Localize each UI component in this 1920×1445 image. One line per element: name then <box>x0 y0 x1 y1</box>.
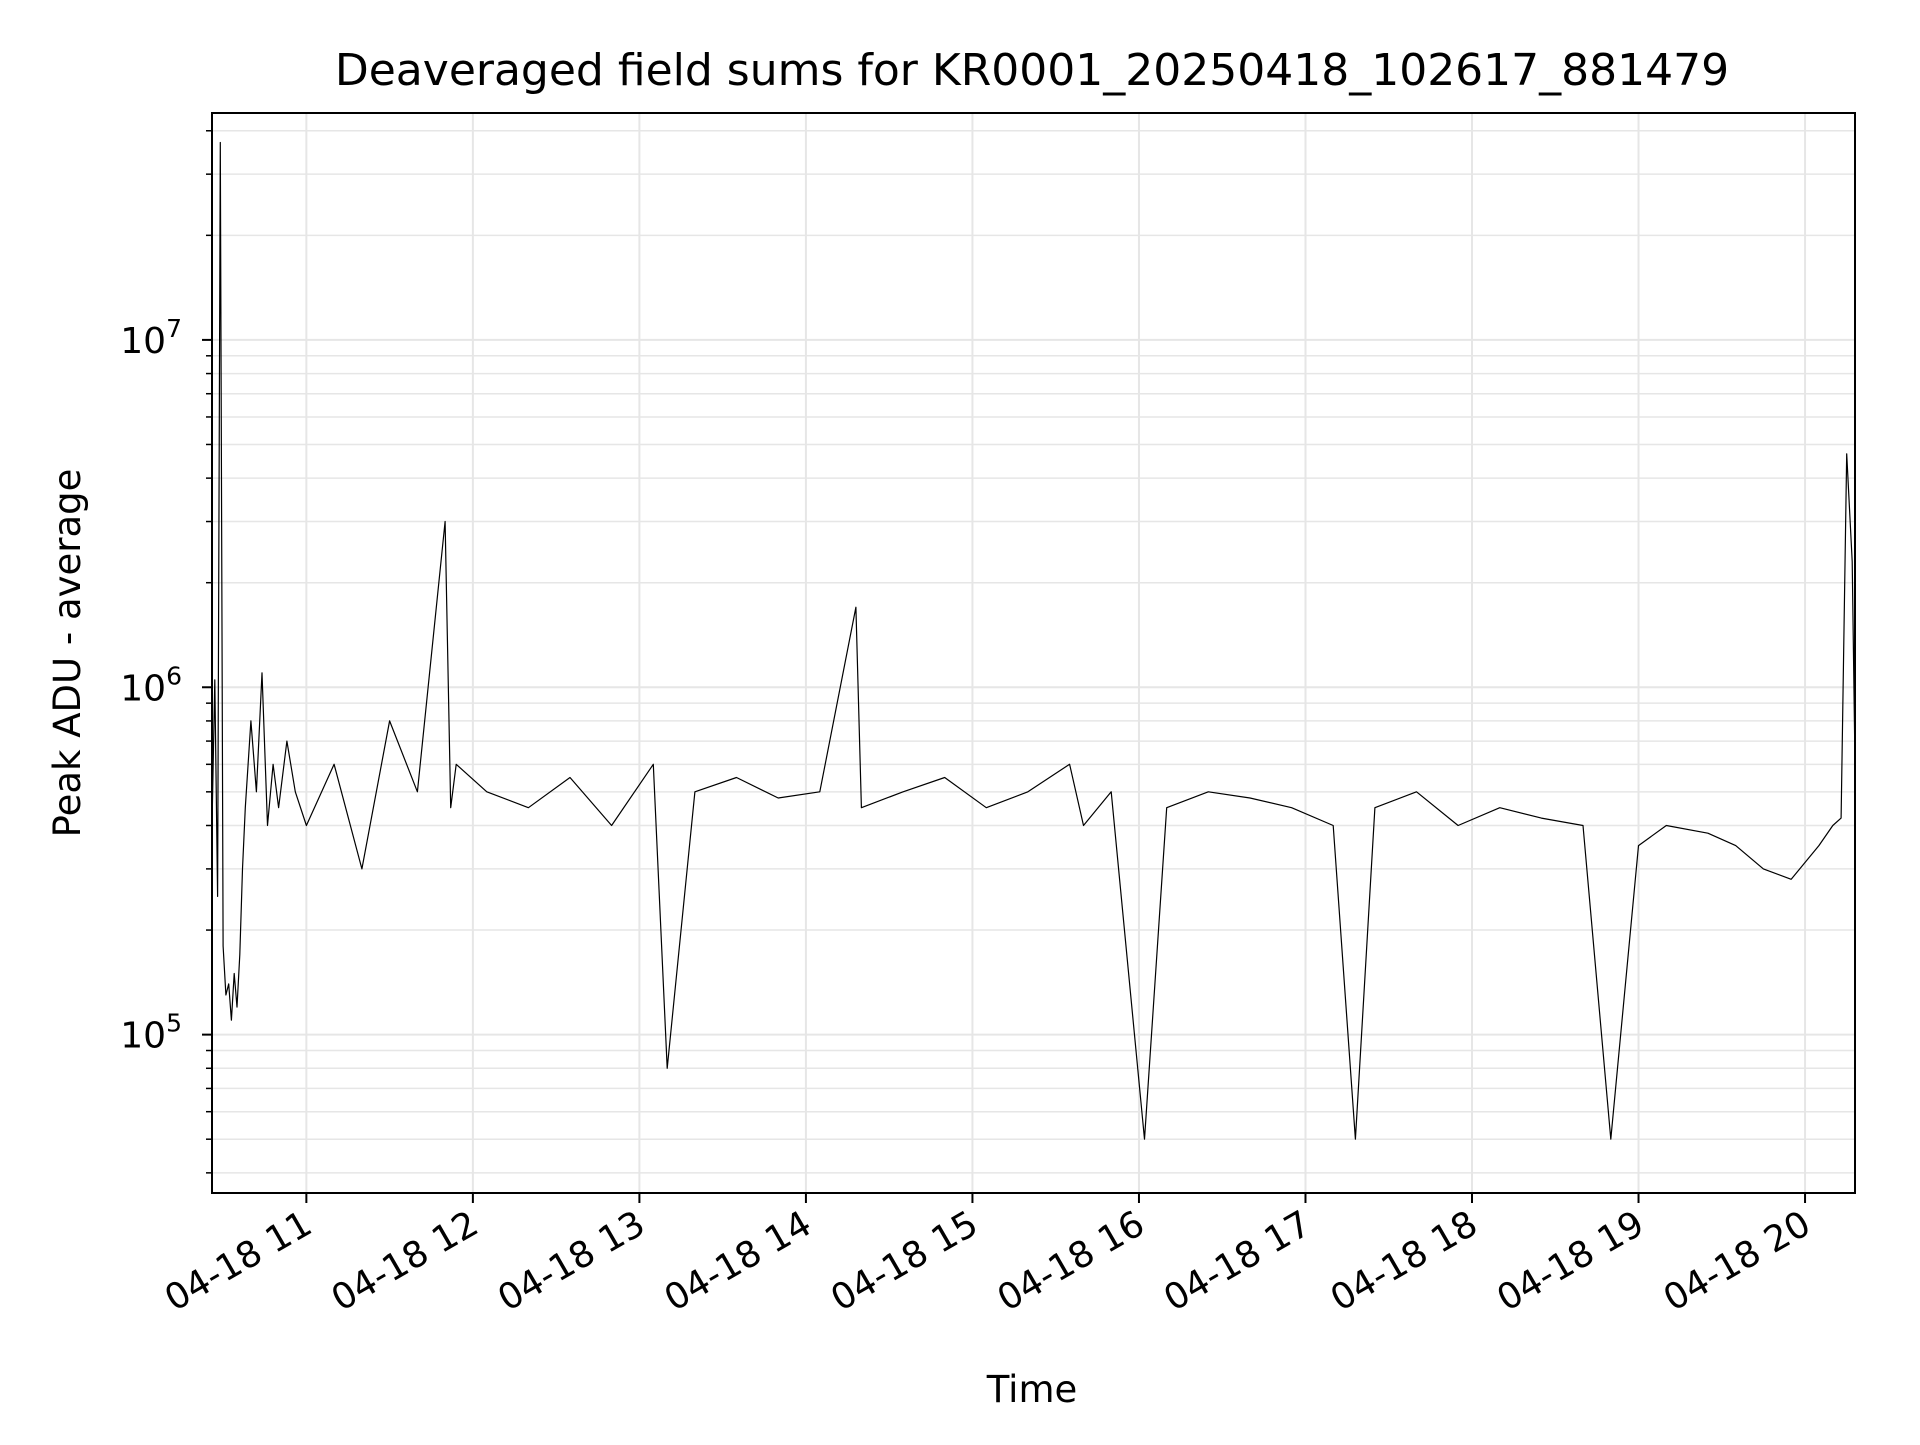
y-tick-label: 107 <box>120 314 182 362</box>
y-tick-label: 106 <box>120 661 182 709</box>
chart-title: Deaveraged field sums for KR0001_2025041… <box>335 45 1729 96</box>
plot-frame <box>211 112 1856 1194</box>
data-layer <box>211 141 1856 1140</box>
y-tick-label: 105 <box>120 1009 182 1057</box>
x-axis-label: Time <box>986 1368 1078 1411</box>
y-axis-label: Peak ADU - average <box>46 469 89 838</box>
series-line <box>211 141 1856 1140</box>
grid-layer <box>212 113 1855 1193</box>
